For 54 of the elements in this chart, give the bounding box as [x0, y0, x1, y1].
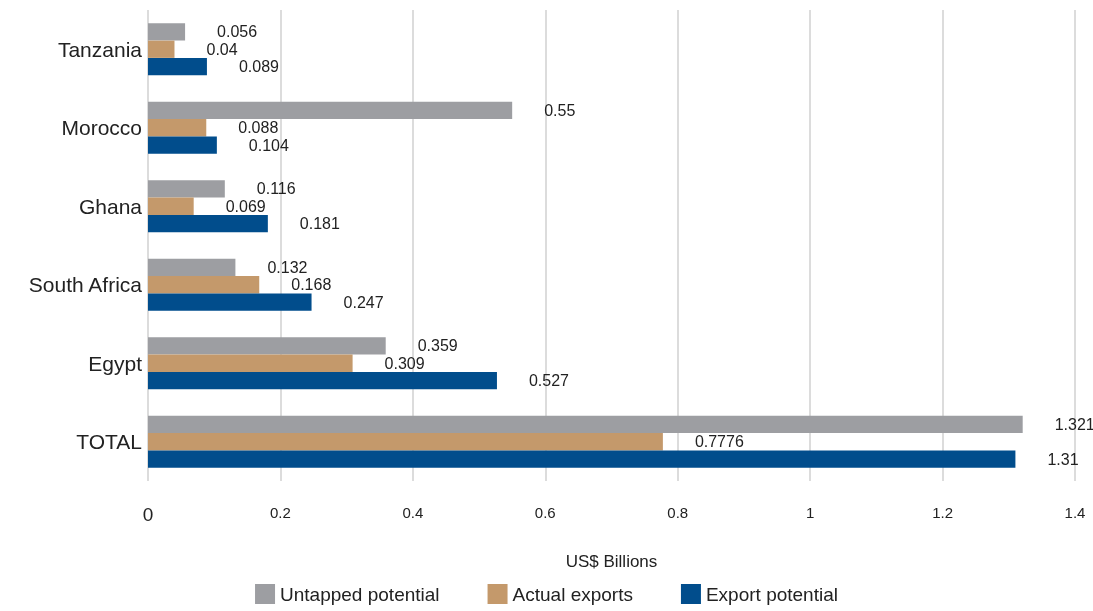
x-tick-label: 1.4	[1064, 504, 1086, 521]
bar	[148, 214, 268, 233]
bar	[148, 136, 217, 154]
data-label: 0.056	[217, 23, 258, 41]
bar	[148, 119, 207, 137]
x-axis-title: US$ Billions	[565, 552, 658, 571]
legend-label: Actual exports	[512, 583, 633, 605]
data-label: 0.089	[238, 58, 280, 76]
bar	[148, 354, 353, 372]
bar	[148, 371, 497, 390]
bar	[148, 258, 236, 277]
data-label: 0.069	[225, 197, 266, 215]
data-label: 0.116	[256, 180, 296, 198]
bar	[148, 337, 386, 355]
data-label: 0.04	[206, 40, 238, 58]
y-tick-label: Ghana	[78, 194, 143, 218]
y-tick-label: South Africa	[28, 273, 143, 297]
data-label: 1.321	[1054, 415, 1093, 433]
x-tick-label: 0.4	[402, 504, 424, 521]
bar	[148, 293, 312, 311]
data-label: 0.309	[384, 354, 425, 372]
bar	[148, 40, 175, 58]
y-tick-label: Tanzania	[57, 37, 143, 61]
bar	[148, 57, 207, 76]
bar	[148, 450, 1016, 468]
x-tick-label: 1	[805, 504, 815, 521]
x-tick-label: 1.2	[932, 504, 953, 521]
data-label: 0.104	[248, 136, 289, 154]
y-tick-label: Egypt	[88, 351, 143, 375]
data-label: 0.168	[291, 276, 332, 294]
bar	[148, 197, 194, 215]
x-tick-label: 0.2	[270, 504, 291, 521]
x-tick-label: 0	[142, 504, 154, 525]
bar	[148, 180, 225, 198]
x-tick-label: 0.6	[534, 504, 556, 521]
data-label: 0.181	[299, 215, 340, 233]
data-label: 0.527	[528, 372, 570, 390]
x-tick-label: 0.8	[667, 504, 689, 521]
legend-label: Export potential	[705, 583, 838, 605]
bar	[148, 101, 513, 120]
bar	[148, 276, 260, 294]
bar	[148, 415, 1023, 434]
data-label: 0.247	[343, 293, 384, 311]
y-tick-label: TOTAL	[76, 430, 142, 454]
legend-label: Untapped potential	[280, 583, 440, 605]
data-label: 1.31	[1047, 450, 1079, 468]
bar	[148, 23, 186, 41]
bar	[148, 433, 663, 451]
data-label: 0.132	[267, 258, 308, 276]
data-label: 0.088	[238, 119, 279, 137]
y-tick-label: Morocco	[61, 116, 142, 140]
data-label: 0.359	[417, 337, 458, 355]
data-label: 0.55	[544, 101, 576, 119]
data-label: 0.7776	[694, 433, 744, 451]
